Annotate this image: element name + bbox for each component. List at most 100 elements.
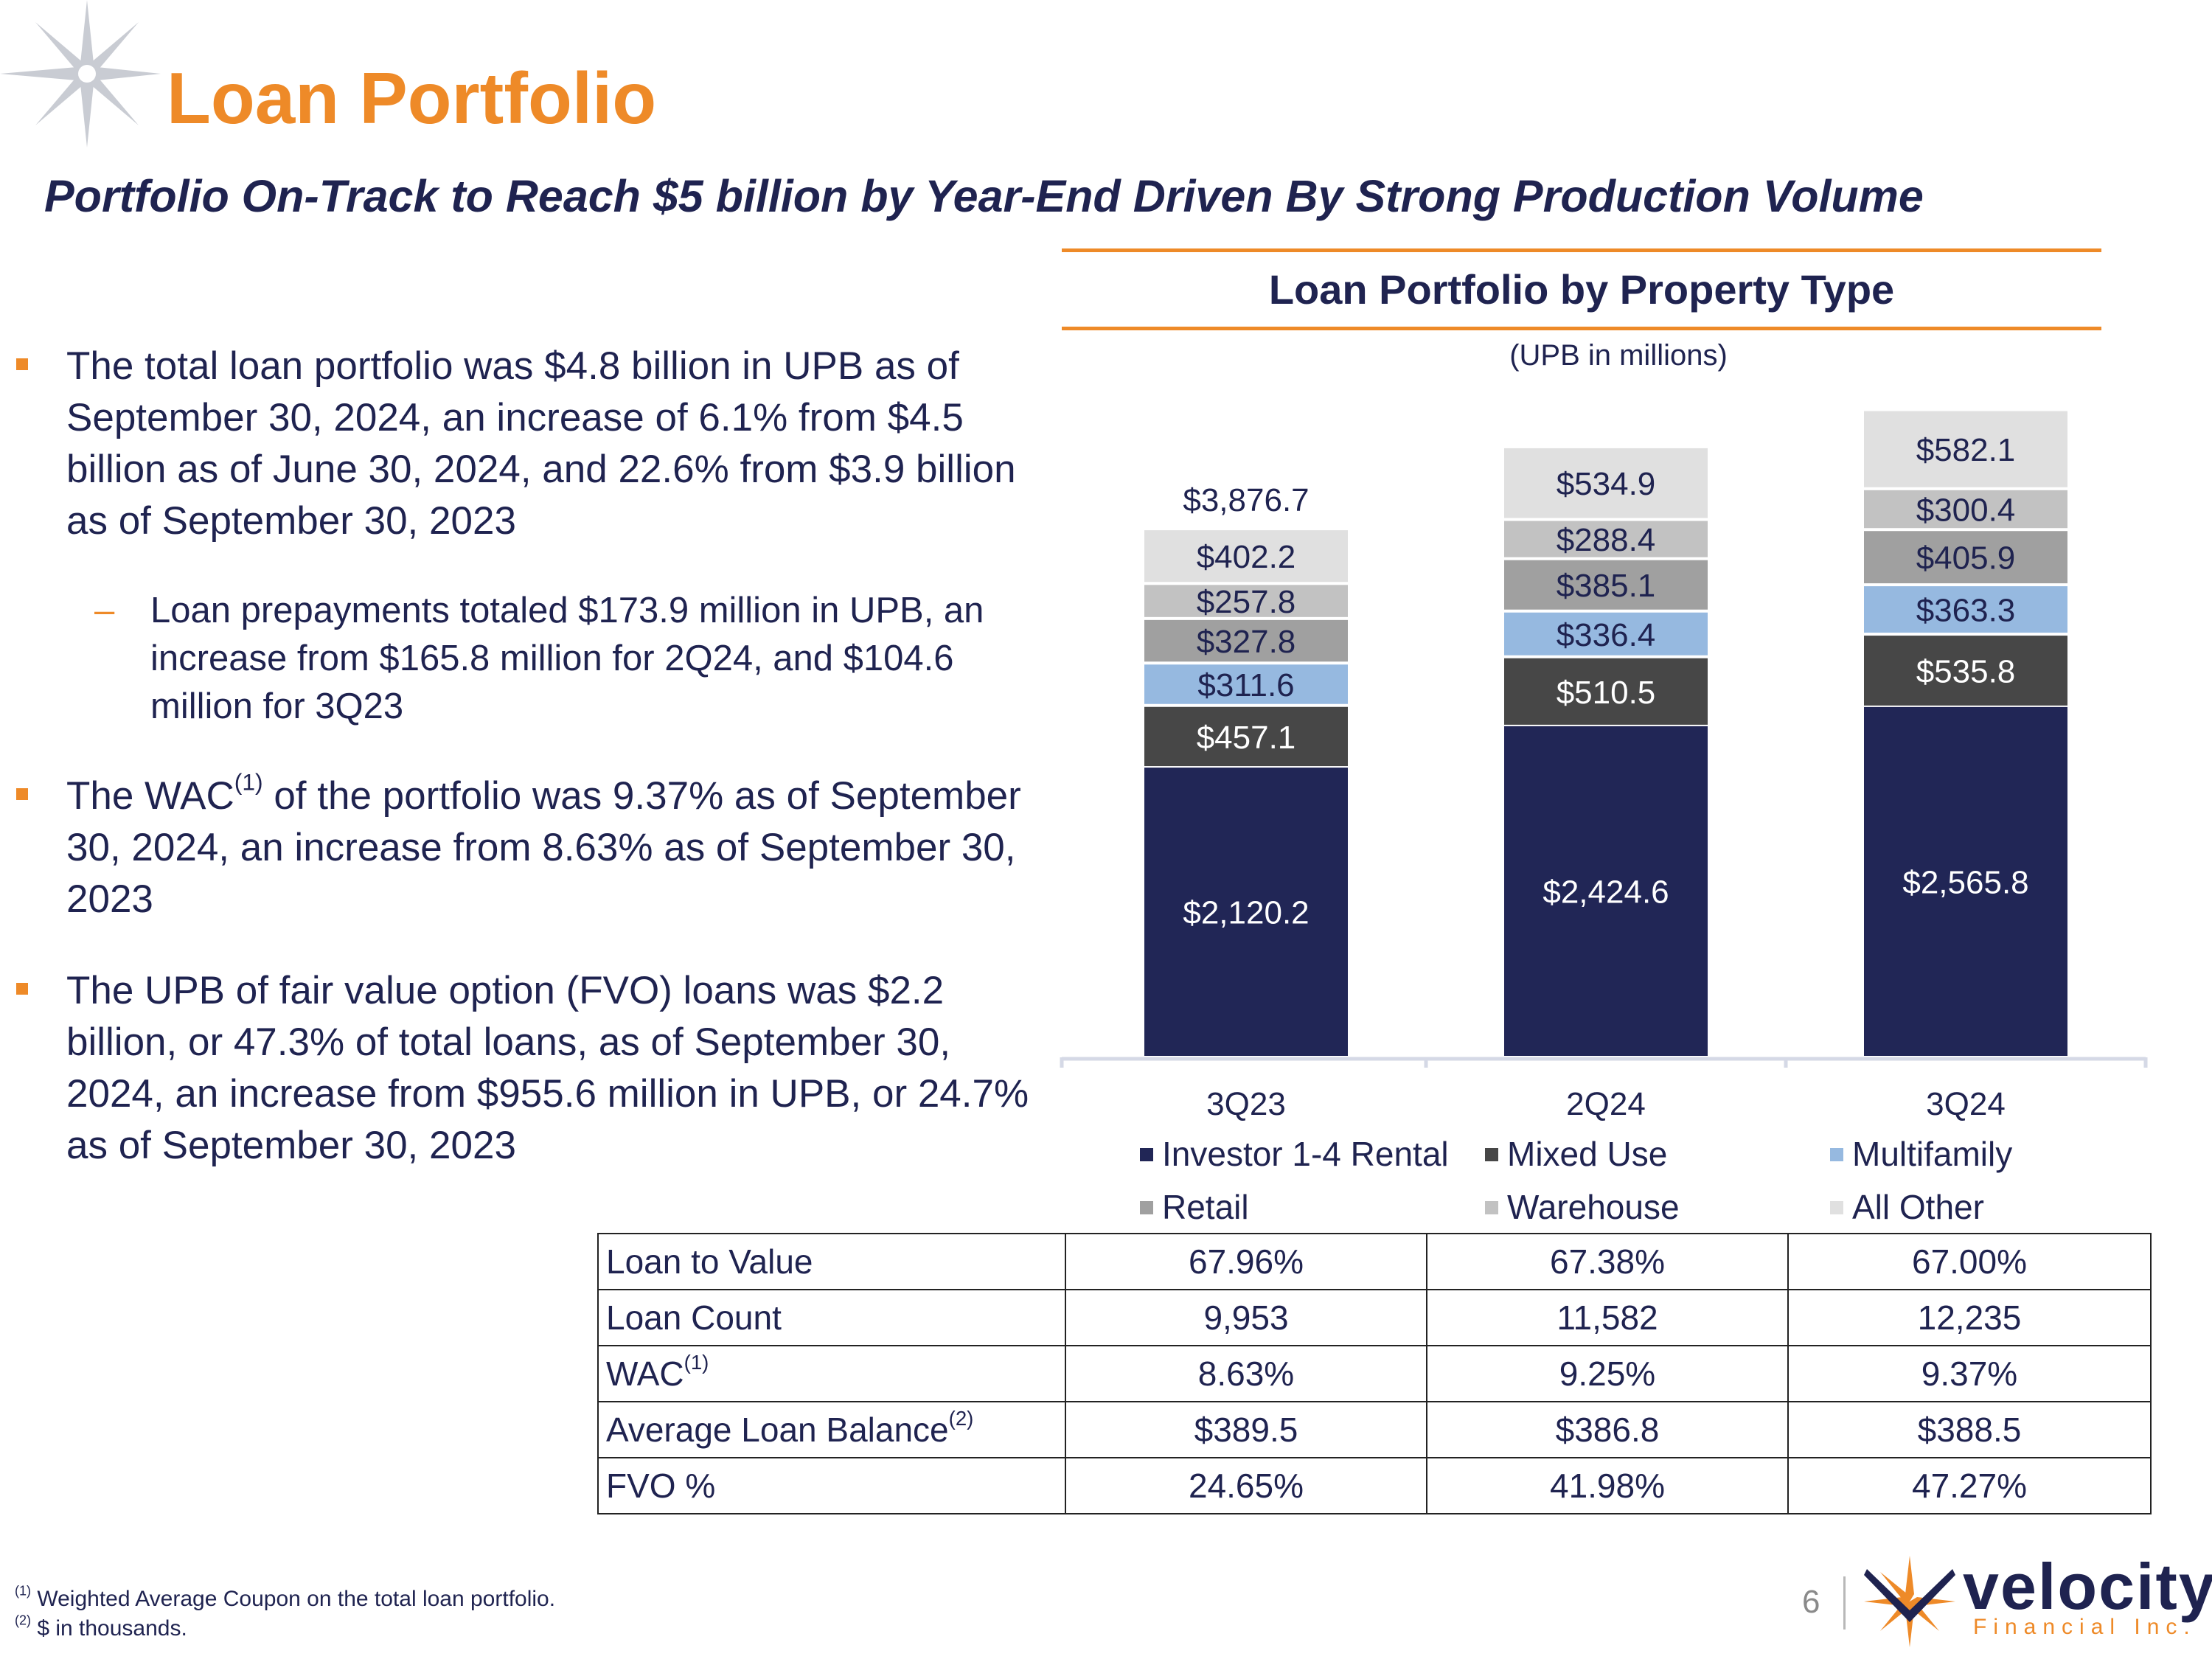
legend-swatch-icon: [1140, 1148, 1153, 1161]
row-label: FVO %: [606, 1467, 716, 1505]
legend-item: Mixed Use: [1485, 1137, 1667, 1171]
table-cell: 67.38%: [1426, 1233, 1789, 1290]
bar-data-label: $534.9: [1557, 466, 1656, 502]
footnote-2: (2) $ in thousands.: [15, 1613, 187, 1641]
bar-segment: [1504, 726, 1708, 1056]
bar-segment: [1144, 530, 1348, 582]
table-row: WAC(1) 8.63% 9.25% 9.37%: [597, 1345, 2152, 1402]
bar-data-label: $385.1: [1557, 568, 1656, 604]
bar-segment: [1864, 531, 2067, 584]
bullet-text: The total loan portfolio was $4.8 billio…: [66, 344, 1016, 543]
chart-title-rule-top: [1062, 248, 2101, 252]
legend-swatch-icon: [1830, 1148, 1843, 1161]
bullet-text-post: of the portfolio was 9.37% as of Septemb…: [66, 774, 1021, 921]
velocity-star-icon: [1864, 1556, 1955, 1647]
row-label: WAC: [606, 1354, 684, 1393]
table-row: Loan to Value 67.96% 67.38% 67.00%: [597, 1233, 2152, 1290]
x-tick-label: 3Q23: [1206, 1086, 1286, 1121]
bar-data-label: $2,120.2: [1183, 895, 1309, 931]
bar-data-label: $2,565.8: [1902, 864, 2028, 900]
row-label-cell: Average Loan Balance(2): [597, 1401, 1066, 1458]
legend-item: All Other: [1830, 1190, 1984, 1224]
footnote-text: $ in thousands.: [31, 1616, 187, 1641]
bullet-marker-icon: [16, 788, 28, 800]
bar-segment: [1144, 768, 1348, 1056]
bar-data-label: $288.4: [1557, 522, 1656, 558]
bar-segment: [1144, 706, 1348, 767]
table-cell: 8.63%: [1065, 1345, 1427, 1402]
legend-label: All Other: [1852, 1188, 1984, 1226]
row-label: Loan to Value: [606, 1242, 813, 1281]
bar-segment: [1864, 411, 2067, 487]
table-row: Loan Count 9,953 11,582 12,235: [597, 1289, 2152, 1346]
bar-segment: [1864, 636, 2067, 706]
bar-segment: [1144, 585, 1348, 617]
bar-segment: [1144, 664, 1348, 704]
page-title: Loan Portfolio: [167, 58, 657, 139]
table-cell: 9.37%: [1787, 1345, 2152, 1402]
bullet-text: The UPB of fair value option (FVO) loans…: [66, 969, 1029, 1167]
star-logo-icon: [0, 0, 161, 147]
legend-item: Retail: [1140, 1190, 1249, 1224]
legend-swatch-icon: [1485, 1148, 1498, 1161]
table-row: FVO % 24.65% 41.98% 47.27%: [597, 1457, 2152, 1514]
bar-segment: [1864, 586, 2067, 633]
bar-segment: [1864, 706, 2067, 1056]
bar-segment: [1504, 658, 1708, 725]
legend-item: Investor 1-4 Rental: [1140, 1137, 1449, 1171]
row-label-cell: Loan Count: [597, 1289, 1066, 1346]
bullet-wac: The WAC(1) of the portfolio was 9.37% as…: [12, 771, 1059, 925]
bullet-list: The total loan portfolio was $4.8 billio…: [12, 341, 1059, 1211]
legend-item: Multifamily: [1830, 1137, 2012, 1171]
bar-segment: [1504, 612, 1708, 655]
bar-data-label: $510.5: [1557, 675, 1656, 711]
dash-marker-icon: –: [94, 591, 115, 630]
bar-data-label: $257.8: [1197, 584, 1296, 620]
bar-total-label: $3,876.7: [1183, 482, 1309, 518]
row-label-cell: FVO %: [597, 1457, 1066, 1514]
bullet-fvo: The UPB of fair value option (FVO) loans…: [12, 965, 1059, 1172]
bar-data-label: $402.2: [1197, 539, 1296, 575]
sub-bullet-text: Loan prepayments totaled $173.9 million …: [150, 591, 984, 726]
legend-item: Warehouse: [1485, 1190, 1680, 1224]
legend-label: Multifamily: [1852, 1135, 2013, 1173]
bar-segment: [1864, 490, 2067, 529]
bar-segment: [1504, 448, 1708, 518]
bar-segment: [1504, 560, 1708, 610]
bar-data-label: $457.1: [1197, 720, 1296, 756]
footnote-1: (1) Weighted Average Coupon on the total…: [15, 1585, 556, 1612]
table-cell: $386.8: [1426, 1401, 1789, 1458]
chart-units: (UPB in millions): [1509, 339, 1728, 372]
footnote-ref: (2): [948, 1406, 974, 1430]
row-label: Loan Count: [606, 1298, 782, 1337]
page-subtitle: Portfolio On-Track to Reach $5 billion b…: [44, 171, 1924, 221]
row-label-cell: WAC(1): [597, 1345, 1066, 1402]
portfolio-stats-table: Loan to Value 67.96% 67.38% 67.00% Loan Coun…: [597, 1233, 2152, 1514]
sub-bullet-prepayments: – Loan prepayments totaled $173.9 millio…: [12, 587, 1059, 731]
table-cell: 11,582: [1426, 1289, 1789, 1346]
table-cell: 24.65%: [1065, 1457, 1427, 1514]
legend-label: Retail: [1162, 1188, 1249, 1226]
chart-title: Loan Portfolio by Property Type: [1268, 266, 1895, 313]
legend-label: Warehouse: [1507, 1188, 1680, 1226]
bar-data-label: $363.3: [1916, 593, 2016, 629]
page-number: 6: [1802, 1584, 1820, 1620]
bar-segment: [1504, 521, 1708, 557]
x-tick-label: 3Q24: [1926, 1086, 2006, 1121]
legend-swatch-icon: [1830, 1201, 1843, 1214]
footnote-ref: (1): [684, 1350, 709, 1374]
table-row: Average Loan Balance(2) $389.5 $386.8 $388.…: [597, 1401, 2152, 1458]
bullet-marker-icon: [16, 983, 28, 995]
footnote-ref: (1): [234, 768, 263, 796]
table-cell: 9.25%: [1426, 1345, 1789, 1402]
footnote-text: Weighted Average Coupon on the total loa…: [31, 1587, 556, 1611]
row-label-cell: Loan to Value: [597, 1233, 1066, 1290]
bar-data-label: $336.4: [1557, 617, 1656, 653]
legend-swatch-icon: [1485, 1201, 1498, 1214]
footnote-mark: (2): [15, 1613, 31, 1628]
brand-subtitle: Financial Inc.: [1973, 1615, 2197, 1639]
page-divider: [1843, 1576, 1846, 1630]
table-cell: 67.96%: [1065, 1233, 1427, 1290]
table-cell: 41.98%: [1426, 1457, 1789, 1514]
table-cell: 9,953: [1065, 1289, 1427, 1346]
